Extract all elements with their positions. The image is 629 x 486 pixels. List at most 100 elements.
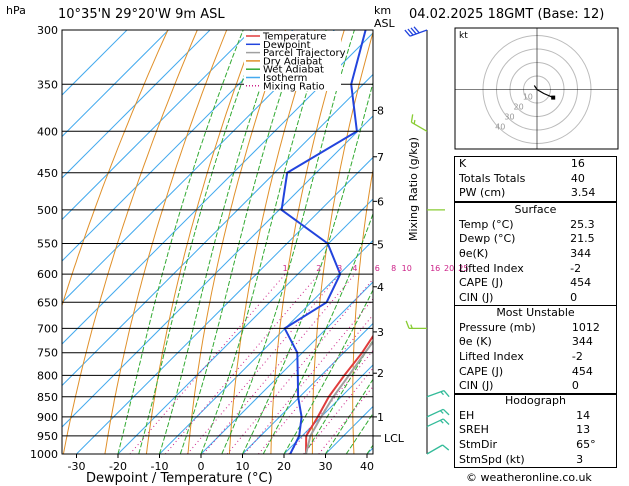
mixing-ratio-label: 10 [402,264,412,273]
isotherm-line [62,73,373,387]
surface-row-value: -2 [566,261,618,276]
location-title: 10°35'N 29°20'W 9m ASL [58,7,225,22]
wet-adiabat-line [159,30,281,454]
hodo-row-value: 13 [572,423,618,438]
hodograph-ring-label: 20 [514,102,524,111]
hodograph-table-title: Hodograph [454,392,617,409]
totals-value: 40 [566,171,617,187]
mixing-ratio-line [244,298,373,454]
hodograph-table: Hodograph EH 14 SREH 13 StmDir 65° StmSpd (… [454,392,618,468]
unstable-row-label: Lifted Index [453,349,568,365]
pressure-unit-label: hPa [6,4,26,17]
hodograph-unit-label: kt [459,31,468,41]
mixing-ratio-labels: 1 2 3 4 6 8 10 16 20 25 [283,264,469,273]
wind-barb-flag [410,27,417,35]
isotherm-line [117,198,373,454]
hodo-row-value: 65° [572,437,618,453]
pressure-tick-label: 750 [37,347,58,360]
km-label: km [374,4,392,17]
pressure-tick-label: 500 [37,204,58,217]
km-tick-label: 5 [377,239,384,252]
datetime-label: 04.02.2025 18GMT (Base: 12) [409,7,605,22]
pressure-tick-label: 800 [37,369,58,382]
hodo-row-label: SREH [454,423,573,438]
pressure-tick-label: 450 [37,167,58,180]
isotherm-line [159,239,373,454]
pressure-tick-label: 1000 [30,448,58,461]
legend-background [244,31,341,91]
axes-ticks: 3003504004505005506006507007508008509009… [30,24,384,473]
copyright: © weatheronline.co.uk [466,471,592,484]
pw-label: PW (cm) [453,186,567,202]
x-tick-label: 30 [319,460,333,473]
unstable-row-value: 1012 [567,320,617,336]
wind-barb-flag [443,390,450,398]
k-index-label: K [453,155,567,172]
pressure-tick-label: 400 [37,125,58,138]
asl-label: ASL [374,17,395,30]
wet-adiabat-line [179,30,303,454]
legend-label: Dry Adiabat [263,56,322,67]
surface-row-label: CIN (J) [454,290,567,307]
mixing-ratio-line [318,385,373,454]
pw-value: 3.54 [566,186,617,202]
wet-adiabat-line [200,30,327,454]
y-axis-label: Mixing Ratio (g/kg) [407,137,420,241]
wind-barb-flag [439,410,444,414]
km-tick-label: 6 [377,195,384,208]
mixing-ratio-label: 20 [444,264,454,273]
pressure-tick-label: 950 [37,430,58,443]
hodograph-storm-marker [551,95,556,100]
wet-adiabat-line [304,338,373,454]
hodo-row-label: EH [454,408,573,424]
surface-row-label: θe(K) [454,246,567,262]
wind-barb [426,444,443,455]
unstable-row-label: CAPE (J) [453,364,568,379]
unstable-row-label: Pressure (mb) [453,320,568,336]
unstable-row-value: -2 [567,349,617,365]
hodo-row-label: StmDir [454,437,573,453]
legend-label: Temperature [262,32,326,43]
x-tick-label: 10 [236,460,250,473]
plot-frame [61,29,374,455]
isotherm-line [76,156,373,454]
mixing-ratio-label: 6 [375,264,380,273]
hodograph-ring-label: 40 [495,122,505,131]
mixing-ratio-line [258,314,373,454]
wind-barb-flag [410,114,414,123]
isotherm-line [62,30,335,304]
isotherm-line [283,364,373,454]
hodograph-ring-label: 10 [523,92,533,101]
wind-barb-flag [442,444,450,451]
km-tick-label: 7 [377,151,384,164]
mixing-ratio-label: 8 [391,264,396,273]
wind-barb-flag [405,320,410,329]
wind-barb-flag [413,26,420,34]
pressure-tick-label: 350 [37,78,58,91]
temperature-line [305,334,373,454]
surface-row-value: 344 [566,246,618,262]
surface-row-label: Lifted Index [454,261,567,276]
mixing-ratio-label: 1 [283,264,288,273]
k-index-value: 16 [566,155,617,172]
x-tick-label: -20 [109,460,127,473]
wet-adiabat-line [325,378,373,454]
pressure-tick-label: 650 [37,296,58,309]
km-tick-label: 8 [377,104,384,117]
isotherm-line [62,30,128,96]
wind-barb-flag [439,419,444,424]
mixing-ratio-label: 3 [337,264,342,273]
mixing-ratio-line [186,273,341,454]
mixing-ratio-lines [129,273,373,454]
indices-table: K 16 Totals Totals 40 PW (cm) 3.54 [453,155,617,202]
dry-adiabat-line [392,30,433,454]
pressure-tick-label: 700 [37,322,58,335]
parcel-trajectory-line [305,340,373,454]
hodo-row-value: 14 [572,408,618,424]
km-tick-label: 2 [377,367,384,380]
wind-barb-flag [440,391,444,396]
x-tick-label: -30 [68,460,86,473]
